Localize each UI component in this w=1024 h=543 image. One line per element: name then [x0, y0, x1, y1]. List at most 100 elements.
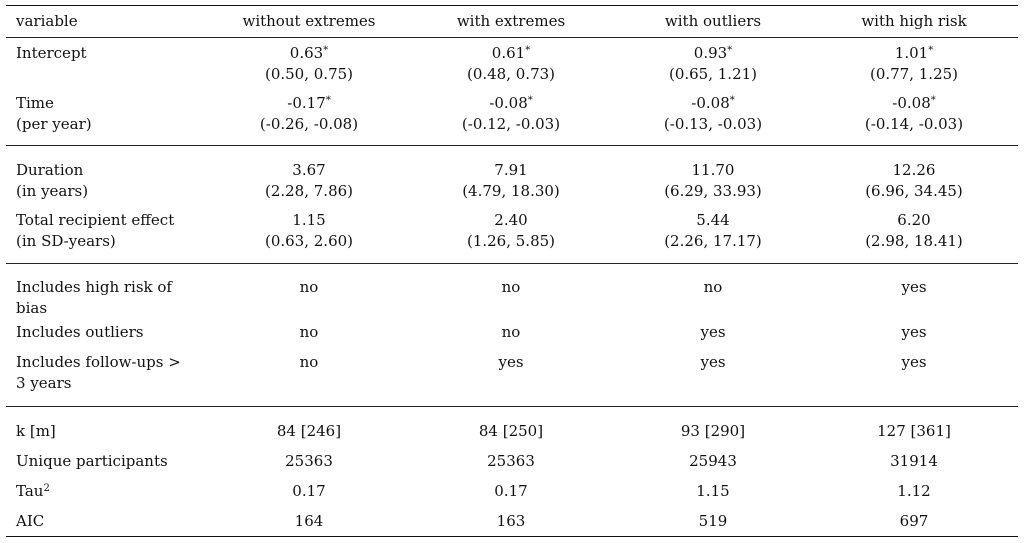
- cell-value: -0.08*: [892, 94, 936, 112]
- table-cell: 1.12: [814, 481, 1014, 502]
- row-label-line2: (per year): [16, 115, 92, 133]
- cell-interval: (0.50, 0.75): [264, 65, 354, 83]
- header-variable: variable: [16, 12, 78, 30]
- table-cell: 1.15 (0.63, 2.60): [209, 210, 409, 252]
- row-label-line1: Total recipient effect: [16, 211, 175, 229]
- table-cell: 5.44 (2.26, 17.17): [613, 210, 813, 252]
- cell-interval: (0.77, 1.25): [869, 65, 959, 83]
- cell-interval: (-0.13, -0.03): [663, 115, 763, 133]
- cell-value: no: [703, 278, 723, 296]
- table-cell: 697: [814, 511, 1014, 532]
- cell-value: 2.40: [494, 211, 528, 229]
- row-label-line2: bias: [16, 299, 48, 317]
- cell-value: 0.17: [292, 482, 326, 500]
- cell-interval: (6.29, 33.93): [664, 182, 762, 200]
- row-label: Unique participants: [16, 451, 196, 472]
- row-label-line1: Intercept: [16, 44, 87, 62]
- cell-value: yes: [498, 353, 524, 371]
- cell-value: 519: [698, 512, 728, 530]
- row-label-line2: (in years): [16, 182, 89, 200]
- row-label-line1: k [m]: [16, 422, 56, 440]
- table-cell: no: [209, 322, 409, 343]
- row-label: Includes follow-ups > 3 years: [16, 352, 196, 394]
- table-cell: 12.26 (6.96, 34.45): [814, 160, 1014, 202]
- significance-marker: *: [930, 95, 936, 106]
- cell-value: -0.17*: [287, 94, 331, 112]
- cell-value: no: [501, 278, 521, 296]
- cell-value: 5.44: [696, 211, 730, 229]
- cell-value: 7.91: [494, 161, 528, 179]
- row-label: AIC: [16, 511, 196, 532]
- table-cell: no: [411, 277, 611, 298]
- row-label-line1: Includes outliers: [16, 323, 144, 341]
- table-cell: no: [209, 352, 409, 373]
- row-label: Time (per year): [16, 93, 196, 135]
- section-rule-2: [6, 263, 1018, 264]
- cell-value: -0.08*: [489, 94, 533, 112]
- cell-value: 697: [899, 512, 929, 530]
- cell-value: yes: [700, 353, 726, 371]
- cell-interval: (-0.26, -0.08): [259, 115, 359, 133]
- table-cell: no: [613, 277, 813, 298]
- table-cell: 25943: [613, 451, 813, 472]
- cell-interval: (1.26, 5.85): [466, 232, 556, 250]
- header-col-with-high-risk: with high risk: [861, 12, 967, 30]
- row-label: k [m]: [16, 421, 196, 442]
- table-cell: 84 [250]: [411, 421, 611, 442]
- table-cell: 2.40 (1.26, 5.85): [411, 210, 611, 252]
- significance-marker: *: [928, 45, 934, 56]
- cell-value: 25363: [487, 452, 535, 470]
- row-label: Duration (in years): [16, 160, 196, 202]
- cell-value: 164: [294, 512, 324, 530]
- cell-interval: (-0.12, -0.03): [461, 115, 561, 133]
- table-cell: 25363: [209, 451, 409, 472]
- header-col-without-extremes: without extremes: [242, 12, 376, 30]
- cell-value: yes: [901, 353, 927, 371]
- cell-interval: (0.63, 2.60): [264, 232, 354, 250]
- cell-interval: (2.28, 7.86): [264, 182, 354, 200]
- table-cell: 164: [209, 511, 409, 532]
- table-cell: no: [209, 277, 409, 298]
- cell-interval: (2.98, 18.41): [865, 232, 963, 250]
- cell-value: 163: [496, 512, 526, 530]
- cell-value: 0.17: [494, 482, 528, 500]
- row-label-line1: Tau2: [16, 482, 50, 500]
- cell-value: yes: [901, 278, 927, 296]
- row-label: Includes high risk of bias: [16, 277, 196, 319]
- significance-marker: *: [323, 45, 329, 56]
- table-cell: -0.08* (-0.12, -0.03): [411, 93, 611, 135]
- table-cell: no: [411, 322, 611, 343]
- significance-marker: *: [525, 45, 531, 56]
- superscript: 2: [43, 483, 50, 494]
- cell-interval: (0.65, 1.21): [668, 65, 758, 83]
- table-cell: 84 [246]: [209, 421, 409, 442]
- table-cell: 0.93* (0.65, 1.21): [613, 43, 813, 85]
- table-cell: 11.70 (6.29, 33.93): [613, 160, 813, 202]
- cell-interval: (-0.14, -0.03): [864, 115, 964, 133]
- significance-marker: *: [727, 45, 733, 56]
- table-cell: 3.67 (2.28, 7.86): [209, 160, 409, 202]
- cell-value: 1.15: [292, 211, 326, 229]
- table-cell: 6.20 (2.98, 18.41): [814, 210, 1014, 252]
- table-cell: 7.91 (4.79, 18.30): [411, 160, 611, 202]
- cell-value: 1.12: [897, 482, 931, 500]
- cell-value: 0.61*: [491, 44, 531, 62]
- cell-value: yes: [700, 323, 726, 341]
- row-label-line1: Unique participants: [16, 452, 168, 470]
- cell-value: no: [299, 278, 319, 296]
- cell-value: 11.70: [691, 161, 735, 179]
- table-cell: yes: [814, 322, 1014, 343]
- cell-value: 1.15: [696, 482, 730, 500]
- significance-marker: *: [527, 95, 533, 106]
- cell-value: 25943: [689, 452, 737, 470]
- significance-marker: *: [325, 95, 331, 106]
- table-cell: 163: [411, 511, 611, 532]
- table-cell: yes: [613, 322, 813, 343]
- cell-value: 25363: [285, 452, 333, 470]
- row-label: Total recipient effect (in SD-years): [16, 210, 196, 252]
- table-cell: 0.61* (0.48, 0.73): [411, 43, 611, 85]
- table-cell: 127 [361]: [814, 421, 1014, 442]
- header-rule: [6, 37, 1018, 38]
- row-label-line1: Includes high risk of: [16, 278, 172, 296]
- table-cell: -0.17* (-0.26, -0.08): [209, 93, 409, 135]
